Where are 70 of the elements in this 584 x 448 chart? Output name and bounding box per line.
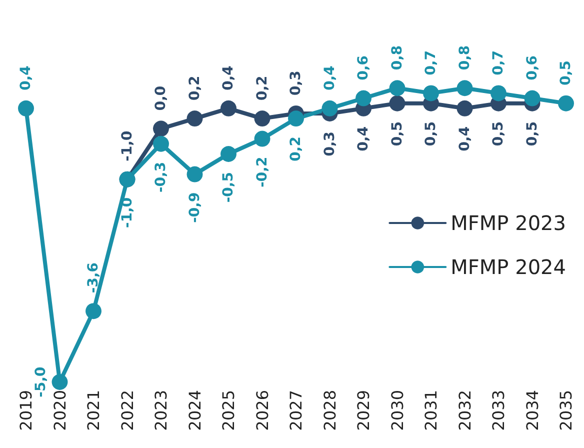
point bbox=[52, 374, 68, 390]
point bbox=[186, 110, 203, 127]
data-label: 0,2 bbox=[288, 136, 304, 162]
x-tick-label: 2025 bbox=[219, 390, 238, 431]
point bbox=[356, 90, 372, 106]
data-label: 0,5 bbox=[558, 60, 574, 86]
data-label: 0,2 bbox=[254, 76, 270, 101]
data-label: 0,2 bbox=[186, 76, 203, 101]
point bbox=[186, 166, 203, 182]
data-label: -1,0 bbox=[119, 130, 136, 162]
x-tick-label: 2034 bbox=[522, 390, 542, 431]
x-tick-label: 2035 bbox=[556, 390, 576, 431]
data-label: -3,6 bbox=[86, 262, 102, 294]
point bbox=[254, 130, 270, 147]
x-tick-label: 2023 bbox=[152, 390, 170, 431]
data-label: 0,3 bbox=[322, 131, 338, 156]
point bbox=[153, 136, 169, 152]
data-label: 0,4 bbox=[456, 126, 473, 152]
data-label: 0,4 bbox=[356, 126, 372, 152]
data-label: 0,0 bbox=[153, 86, 169, 111]
data-label: -0,3 bbox=[153, 162, 169, 192]
x-tick-label: 2028 bbox=[320, 390, 340, 431]
data-label: 0,6 bbox=[524, 55, 540, 80]
data-label: 0,6 bbox=[356, 55, 372, 80]
data-label: 0,8 bbox=[389, 45, 406, 70]
point bbox=[558, 95, 574, 112]
point bbox=[86, 303, 102, 320]
x-tick-label: 2032 bbox=[455, 390, 474, 431]
data-label: 0,5 bbox=[423, 121, 439, 146]
point bbox=[456, 80, 473, 96]
x-tick-label: 2020 bbox=[50, 390, 70, 431]
data-label: 0,4 bbox=[322, 65, 338, 90]
data-label: 0,5 bbox=[389, 121, 406, 146]
data-label: 0,5 bbox=[524, 121, 540, 146]
data-label: 0,5 bbox=[490, 121, 506, 146]
x-tick-label: 2031 bbox=[422, 390, 440, 431]
data-label: -0,5 bbox=[220, 172, 236, 203]
point bbox=[524, 90, 540, 106]
data-label: 0,3 bbox=[288, 70, 304, 96]
x-tick-label: 2026 bbox=[252, 390, 272, 431]
x-tick-label: 2029 bbox=[354, 390, 373, 431]
x-tick-label: 2021 bbox=[84, 390, 103, 431]
point bbox=[490, 85, 506, 102]
data-label: 0,4 bbox=[18, 65, 34, 90]
point bbox=[456, 100, 473, 116]
point bbox=[220, 146, 236, 162]
x-tick-label: 2030 bbox=[388, 390, 407, 431]
data-label: 0,4 bbox=[220, 65, 236, 90]
data-label: -0,2 bbox=[254, 156, 270, 188]
point bbox=[423, 85, 439, 102]
x-tick-label: 2024 bbox=[185, 390, 204, 431]
x-tick-label: 2033 bbox=[489, 390, 508, 431]
data-label: -5,0 bbox=[32, 366, 49, 398]
point bbox=[220, 100, 236, 116]
point bbox=[18, 100, 34, 116]
data-label: 0,7 bbox=[490, 50, 506, 76]
legend-label: MFMP 2023 bbox=[450, 211, 566, 235]
x-tick-label: 2022 bbox=[118, 390, 137, 431]
data-label: 0,7 bbox=[423, 50, 439, 76]
point bbox=[389, 80, 406, 96]
point bbox=[254, 110, 270, 127]
point bbox=[153, 120, 169, 137]
data-label: -0,9 bbox=[186, 192, 203, 223]
point bbox=[288, 110, 304, 127]
x-tick-label: 2019 bbox=[16, 390, 36, 431]
point bbox=[322, 100, 338, 116]
point bbox=[389, 95, 406, 112]
data-label: 0,8 bbox=[456, 45, 473, 70]
legend-label: MFMP 2024 bbox=[450, 255, 566, 279]
x-tick-label: 2027 bbox=[286, 390, 306, 431]
